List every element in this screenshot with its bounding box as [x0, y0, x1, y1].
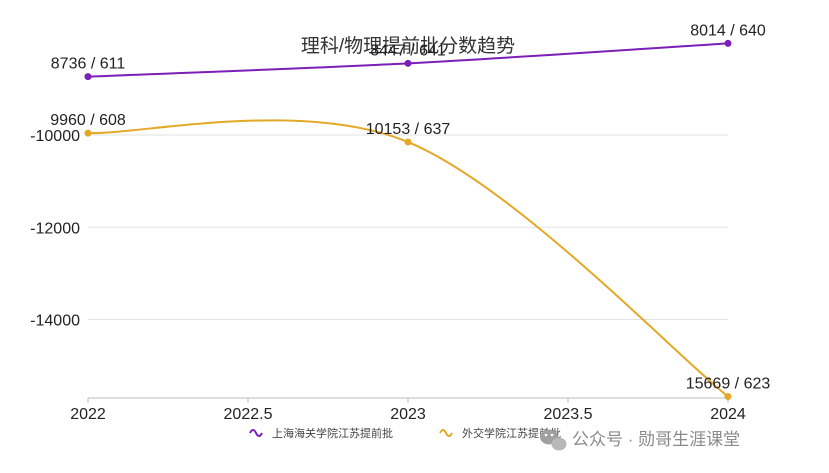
x-tick-label: 2023 — [390, 406, 426, 423]
x-tick-label: 2023.5 — [544, 406, 593, 423]
data-label: 8447 / 641 — [370, 42, 446, 59]
data-point — [404, 138, 412, 146]
watermark-text: 公众号 · 勋哥生涯课堂 — [572, 430, 740, 449]
data-label: 10153 / 637 — [366, 121, 451, 138]
data-point — [84, 73, 92, 81]
legend-label: 上海海关学院江苏提前批 — [272, 426, 393, 440]
y-tick-label: -14000 — [30, 313, 80, 330]
data-point — [724, 393, 732, 401]
chart-title: 理科/物理提前批分数趋势 — [301, 35, 515, 57]
data-point — [404, 59, 412, 67]
y-tick-label: -12000 — [30, 220, 80, 237]
y-axis: -10000 -12000 -14000 — [30, 128, 80, 330]
legend-symbol — [439, 429, 453, 437]
watermark: 公众号 · 勋哥生涯课堂 — [540, 429, 740, 451]
data-label: 9960 / 608 — [50, 112, 126, 129]
series-line — [87, 119, 729, 398]
data-point — [84, 129, 92, 137]
wechat-icon — [540, 429, 567, 451]
legend-label: 外交学院江苏提前批 — [462, 426, 561, 440]
y-tick-label: -10000 — [30, 128, 80, 145]
x-tick-label: 2022 — [70, 406, 106, 423]
x-tick-label: 2024 — [710, 406, 746, 423]
data-labels: 8736 / 611 8447 / 641 8014 / 640 9960 / 608… — [50, 22, 770, 392]
data-point — [724, 39, 732, 47]
grid — [88, 134, 728, 321]
series-group — [84, 39, 732, 401]
data-label: 8014 / 640 — [690, 22, 766, 39]
x-tick-label: 2022.5 — [224, 406, 273, 423]
legend-symbol — [249, 429, 263, 437]
data-label: 15669 / 623 — [686, 376, 771, 393]
data-label: 8736 / 611 — [51, 56, 126, 73]
x-axis: 2022 2022.5 2023 2023.5 2024 — [70, 397, 746, 423]
legend: 上海海关学院江苏提前批 外交学院江苏提前批 — [249, 426, 561, 440]
